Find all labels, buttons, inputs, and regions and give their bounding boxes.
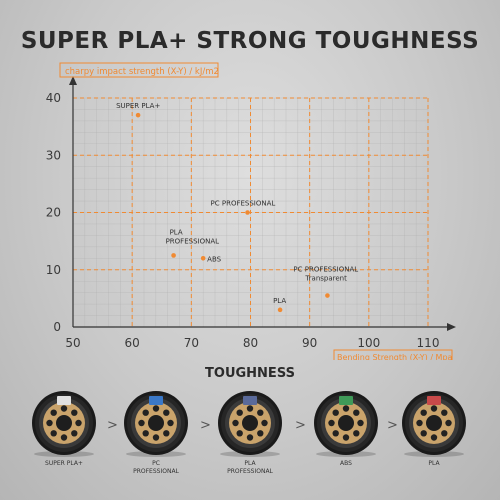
y-tick-label: 40 — [46, 91, 61, 105]
data-point — [135, 112, 141, 118]
data-point-label: SUPER PLA+ — [116, 102, 160, 110]
data-point-label: PC PROFESSIONAL — [293, 266, 358, 274]
spool-item: SUPER PLA+ — [24, 388, 104, 467]
greater-than-separator: > — [295, 418, 306, 433]
filament-spool-image — [116, 388, 196, 462]
x-tick-label: 50 — [65, 336, 80, 350]
toughness-heading: TOUGHNESS — [205, 366, 295, 381]
spool-item: ABS — [306, 388, 386, 467]
x-tick-label: 110 — [417, 336, 440, 350]
y-axis-label-box — [59, 62, 219, 78]
y-tick-label: 30 — [46, 148, 61, 162]
spool-name: PC PROFESSIONAL — [133, 460, 179, 475]
spool-item: PLA PROFESSIONAL — [210, 388, 290, 475]
data-point-label: Transparent — [304, 275, 347, 283]
data-point-label: PROFESSIONAL — [166, 237, 220, 245]
filament-spool-image — [394, 388, 474, 462]
data-point — [277, 307, 283, 313]
y-axis-label: charpy impact strength (X-Y) / kJ/m2 — [65, 67, 219, 77]
x-tick-label: 60 — [125, 336, 140, 350]
data-point-label: PLA — [170, 228, 183, 236]
filament-spool-image — [306, 388, 386, 462]
filament-spool-image — [210, 388, 290, 462]
y-axis-arrow — [69, 76, 77, 85]
x-axis-label: Bending Strength (X-Y) / Mpa — [337, 353, 453, 360]
spool-name: ABS — [340, 460, 352, 467]
x-tick-label: 80 — [243, 336, 258, 350]
data-point-label: ABS — [207, 255, 221, 263]
x-tick-label: 70 — [184, 336, 199, 350]
y-tick-label: 0 — [53, 320, 61, 334]
data-point — [200, 255, 206, 261]
spool-name: SUPER PLA+ — [45, 460, 83, 467]
toughness-ranking: SUPER PLA+ > PC PROFESSIONAL > PLA PROFESSIO… — [0, 388, 500, 500]
spool-name: PLA PROFESSIONAL — [227, 460, 273, 475]
scatter-chart: 50 60 70 80 90 100 110 0 10 20 30 40 charpy impact s… — [46, 62, 456, 360]
greater-than-separator: > — [107, 418, 118, 433]
data-point-label: PLA — [273, 297, 286, 305]
page-title: SUPER PLA+ STRONG TOUGHNESS — [20, 28, 480, 54]
spool-item: PLA — [394, 388, 474, 467]
data-point — [325, 293, 330, 298]
greater-than-separator: > — [387, 418, 398, 433]
spool-item: PC PROFESSIONAL — [116, 388, 196, 475]
x-axis-arrow — [447, 323, 456, 331]
y-tick-label: 20 — [46, 206, 61, 220]
data-point-label: PC PROFESSIONAL — [211, 200, 276, 208]
x-tick-label: 90 — [302, 336, 317, 350]
data-point — [245, 210, 250, 215]
filament-spool-image — [24, 388, 104, 462]
data-point — [171, 253, 176, 258]
spool-name: PLA — [428, 460, 440, 467]
x-axis-label-box — [333, 349, 453, 360]
y-tick-label: 10 — [46, 263, 61, 277]
x-tick-label: 100 — [357, 336, 380, 350]
greater-than-separator: > — [200, 418, 211, 433]
